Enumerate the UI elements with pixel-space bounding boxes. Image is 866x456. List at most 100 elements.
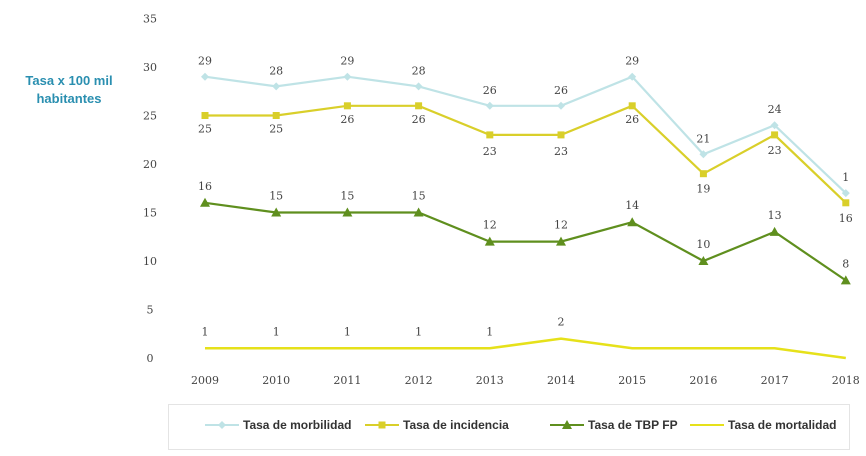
legend-swatch-incidencia bbox=[365, 418, 399, 432]
series-point-tasa-de-tbp-fp bbox=[840, 275, 851, 285]
legend-item-tbp-fp: Tasa de TBP FP bbox=[550, 418, 678, 432]
series-point-tasa-de-morbilidad bbox=[272, 82, 281, 91]
series-point-tasa-de-incidencia bbox=[699, 170, 707, 178]
series-point-tasa-de-tbp-fp bbox=[200, 197, 210, 207]
y-axis-label-line1: Tasa x 100 mil bbox=[25, 73, 113, 88]
x-tick-label: 2012 bbox=[405, 374, 433, 387]
series-point-tasa-de-morbilidad bbox=[628, 72, 637, 81]
y-tick-label: 25 bbox=[143, 110, 157, 123]
data-label-tasa-de-morbilidad: 26 bbox=[483, 84, 497, 97]
series-line-tasa-de-tbp-fp bbox=[204, 201, 847, 282]
y-axis-label-line2: habitantes bbox=[36, 91, 102, 106]
data-label-tasa-de-morbilidad: 29 bbox=[198, 55, 212, 68]
x-tick-label: 2015 bbox=[618, 374, 646, 387]
x-tick-label: 2017 bbox=[761, 374, 789, 387]
x-tick-label: 2018 bbox=[832, 374, 860, 387]
data-label-tasa-de-tbp-fp: 13 bbox=[768, 209, 782, 222]
series-point-tasa-de-incidencia bbox=[842, 199, 850, 207]
data-label-tasa-de-tbp-fp: 10 bbox=[696, 238, 710, 251]
legend-label-tbp-fp: Tasa de TBP FP bbox=[588, 418, 678, 432]
data-label-tasa-de-tbp-fp: 16 bbox=[198, 180, 212, 193]
data-label-tasa-de-incidencia: 23 bbox=[768, 144, 782, 157]
series-point-tasa-de-tbp-fp bbox=[271, 207, 282, 217]
data-label-tasa-de-incidencia: 25 bbox=[269, 123, 283, 136]
data-label-tasa-de-morbilidad: 1 bbox=[842, 171, 849, 184]
y-tick-label: 10 bbox=[143, 255, 157, 268]
data-label-tasa-de-incidencia: 23 bbox=[554, 145, 568, 158]
series-point-tasa-de-tbp-fp bbox=[342, 207, 353, 217]
y-tick-label: 35 bbox=[143, 13, 157, 26]
data-label-tasa-de-tbp-fp: 12 bbox=[483, 219, 497, 232]
data-label-tasa-de-morbilidad: 21 bbox=[696, 132, 710, 145]
data-label-tasa-de-incidencia: 23 bbox=[483, 145, 497, 158]
data-label-tasa-de-mortalidad: 1 bbox=[486, 325, 493, 338]
data-label-tasa-de-tbp-fp: 15 bbox=[269, 190, 283, 203]
legend-item-incidencia: Tasa de incidencia bbox=[365, 418, 509, 432]
data-label-tasa-de-tbp-fp: 12 bbox=[554, 219, 568, 232]
series-point-tasa-de-morbilidad bbox=[770, 121, 779, 130]
data-label-tasa-de-incidencia: 19 bbox=[696, 183, 710, 196]
data-label-tasa-de-morbilidad: 29 bbox=[340, 55, 354, 68]
series-point-tasa-de-incidencia bbox=[557, 131, 565, 139]
data-label-tasa-de-morbilidad: 28 bbox=[412, 64, 426, 77]
series-point-tasa-de-tbp-fp bbox=[556, 236, 566, 246]
series-point-tasa-de-incidencia bbox=[628, 102, 636, 110]
y-tick-label: 20 bbox=[143, 158, 157, 171]
legend-swatch-mortalidad bbox=[690, 418, 724, 432]
series-point-tasa-de-morbilidad bbox=[414, 82, 423, 91]
y-tick-label: 30 bbox=[143, 61, 157, 74]
x-tick-label: 2009 bbox=[191, 374, 219, 387]
data-label-tasa-de-incidencia: 16 bbox=[839, 212, 853, 225]
data-label-tasa-de-morbilidad: 24 bbox=[768, 103, 782, 116]
x-tick-label: 2010 bbox=[262, 374, 290, 387]
series-point-tasa-de-tbp-fp bbox=[413, 207, 424, 217]
series-point-tasa-de-morbilidad bbox=[343, 72, 352, 81]
data-label-tasa-de-tbp-fp: 8 bbox=[842, 257, 849, 270]
data-label-tasa-de-mortalidad: 1 bbox=[202, 325, 209, 338]
data-label-tasa-de-mortalidad: 1 bbox=[344, 325, 351, 338]
series-point-tasa-de-tbp-fp bbox=[698, 256, 709, 265]
data-label-tasa-de-mortalidad: 1 bbox=[273, 325, 280, 338]
data-label-tasa-de-mortalidad: 1 bbox=[415, 325, 422, 338]
legend-label-morbilidad: Tasa de morbilidad bbox=[243, 418, 352, 432]
series-point-tasa-de-incidencia bbox=[415, 102, 423, 110]
series-point-tasa-de-morbilidad bbox=[201, 72, 209, 81]
legend-item-morbilidad: Tasa de morbilidad bbox=[205, 418, 351, 432]
series-point-tasa-de-morbilidad bbox=[557, 101, 565, 110]
data-label-tasa-de-morbilidad: 26 bbox=[554, 84, 568, 97]
series-point-tasa-de-tbp-fp bbox=[484, 236, 495, 246]
data-label-tasa-de-incidencia: 26 bbox=[412, 113, 426, 126]
x-tick-label: 2013 bbox=[476, 374, 504, 387]
legend-swatch-tbp-fp bbox=[550, 418, 584, 432]
legend bbox=[168, 404, 850, 450]
legend-item-mortalidad: Tasa de mortalidad bbox=[690, 418, 836, 432]
series-point-tasa-de-incidencia bbox=[201, 112, 209, 119]
legend-label-incidencia: Tasa de incidencia bbox=[403, 418, 509, 432]
data-label-tasa-de-tbp-fp: 14 bbox=[625, 199, 639, 212]
series-point-tasa-de-tbp-fp bbox=[769, 226, 780, 236]
series-point-tasa-de-incidencia bbox=[343, 102, 351, 110]
series-point-tasa-de-morbilidad bbox=[841, 189, 850, 198]
series-point-tasa-de-morbilidad bbox=[699, 150, 708, 159]
series-line-tasa-de-morbilidad bbox=[204, 75, 847, 194]
x-tick-label: 2016 bbox=[689, 374, 717, 387]
series-line-tasa-de-mortalidad bbox=[205, 337, 846, 360]
y-axis-label: Tasa x 100 mil habitantes bbox=[4, 72, 134, 108]
series-point-tasa-de-tbp-fp bbox=[627, 217, 638, 227]
legend-swatch-morbilidad bbox=[205, 418, 239, 432]
series-point-tasa-de-morbilidad bbox=[485, 101, 494, 110]
series-point-tasa-de-incidencia bbox=[272, 112, 280, 119]
data-label-tasa-de-tbp-fp: 15 bbox=[412, 190, 426, 203]
series-point-tasa-de-incidencia bbox=[771, 131, 779, 139]
y-tick-label: 15 bbox=[143, 207, 157, 220]
data-label-tasa-de-morbilidad: 28 bbox=[269, 64, 283, 77]
y-tick-label: 0 bbox=[147, 352, 154, 365]
data-label-tasa-de-incidencia: 25 bbox=[198, 123, 212, 136]
data-label-tasa-de-mortalidad: 2 bbox=[558, 316, 565, 329]
x-tick-label: 2011 bbox=[333, 374, 361, 387]
series-line-tasa-de-incidencia bbox=[205, 104, 847, 204]
series-point-tasa-de-incidencia bbox=[486, 131, 494, 139]
data-label-tasa-de-morbilidad: 29 bbox=[625, 55, 639, 68]
legend-label-mortalidad: Tasa de mortalidad bbox=[728, 418, 837, 432]
